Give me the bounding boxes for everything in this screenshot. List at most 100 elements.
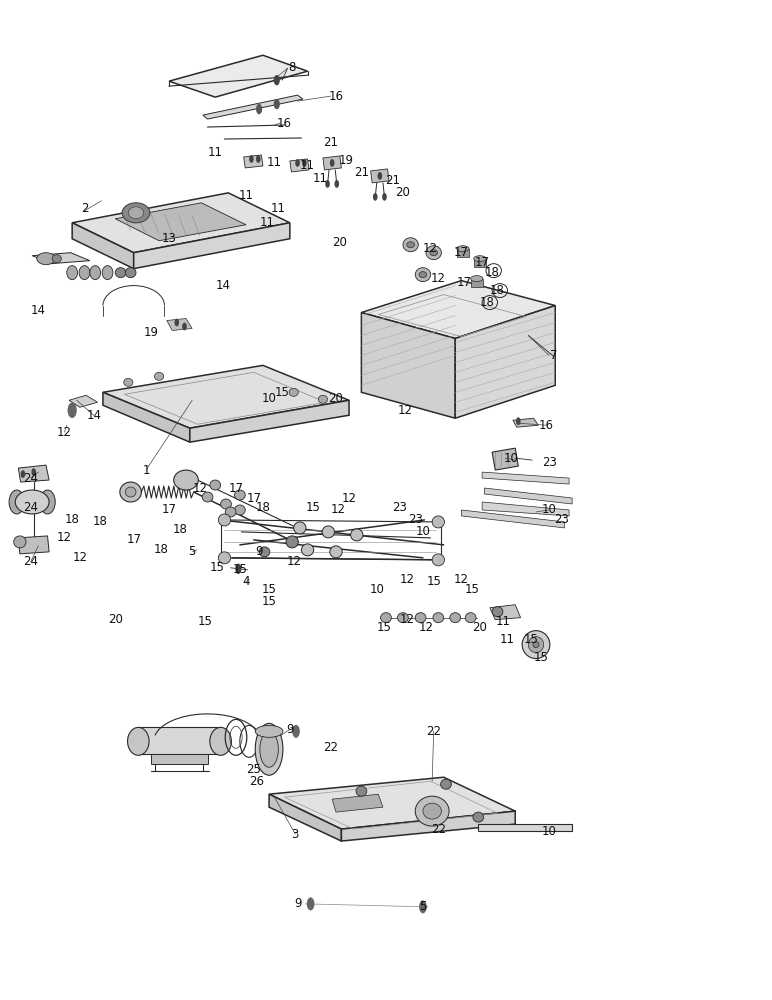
Ellipse shape xyxy=(419,900,427,913)
Ellipse shape xyxy=(522,631,550,659)
Text: 12: 12 xyxy=(73,551,87,564)
Text: 11: 11 xyxy=(271,202,286,215)
Ellipse shape xyxy=(415,613,426,623)
Text: 12: 12 xyxy=(57,426,72,439)
Text: 10: 10 xyxy=(415,525,430,538)
Polygon shape xyxy=(134,223,290,269)
Ellipse shape xyxy=(67,402,76,418)
Text: 12: 12 xyxy=(400,613,415,626)
Text: 15: 15 xyxy=(377,621,392,634)
Ellipse shape xyxy=(32,468,36,476)
Text: 11: 11 xyxy=(259,216,274,229)
Text: 9: 9 xyxy=(294,897,301,910)
Text: 24: 24 xyxy=(23,555,38,568)
Text: 25: 25 xyxy=(246,763,261,776)
Ellipse shape xyxy=(37,253,56,265)
Text: 11: 11 xyxy=(500,633,515,646)
Ellipse shape xyxy=(441,779,452,789)
Text: 20: 20 xyxy=(329,392,344,405)
Ellipse shape xyxy=(493,607,503,617)
Text: 18: 18 xyxy=(480,296,495,309)
Text: 21: 21 xyxy=(323,136,338,149)
Text: 2: 2 xyxy=(81,202,88,215)
Text: 12: 12 xyxy=(286,555,301,568)
Text: 11: 11 xyxy=(313,172,328,185)
Ellipse shape xyxy=(289,388,298,396)
Ellipse shape xyxy=(473,812,484,822)
Polygon shape xyxy=(493,448,518,470)
Ellipse shape xyxy=(259,547,270,557)
Ellipse shape xyxy=(334,180,339,188)
Polygon shape xyxy=(69,395,97,407)
Ellipse shape xyxy=(40,490,56,514)
Ellipse shape xyxy=(274,75,279,85)
Text: 26: 26 xyxy=(249,775,264,788)
Text: 15: 15 xyxy=(262,583,276,596)
Text: 22: 22 xyxy=(323,741,338,754)
Text: 11: 11 xyxy=(496,615,510,628)
Ellipse shape xyxy=(256,155,261,163)
Text: 15: 15 xyxy=(232,563,247,576)
Ellipse shape xyxy=(293,522,306,534)
Text: 20: 20 xyxy=(395,186,411,199)
Ellipse shape xyxy=(419,272,427,278)
Ellipse shape xyxy=(256,723,283,775)
Text: 19: 19 xyxy=(338,154,354,167)
Text: 12: 12 xyxy=(398,404,413,417)
Ellipse shape xyxy=(466,613,476,623)
Text: 10: 10 xyxy=(542,503,557,516)
Polygon shape xyxy=(19,536,49,554)
Text: 23: 23 xyxy=(554,513,569,526)
Polygon shape xyxy=(479,824,572,831)
Text: 19: 19 xyxy=(144,326,159,339)
Ellipse shape xyxy=(90,266,100,280)
Polygon shape xyxy=(269,794,341,841)
Ellipse shape xyxy=(9,490,25,514)
Ellipse shape xyxy=(127,727,149,755)
Text: 12: 12 xyxy=(418,621,434,634)
Text: 16: 16 xyxy=(277,117,292,130)
Polygon shape xyxy=(32,253,90,264)
Text: 10: 10 xyxy=(542,825,557,838)
Ellipse shape xyxy=(423,803,442,819)
Ellipse shape xyxy=(21,470,25,478)
Polygon shape xyxy=(474,259,486,267)
Text: 12: 12 xyxy=(431,272,445,285)
Ellipse shape xyxy=(256,725,283,737)
Text: 23: 23 xyxy=(542,456,557,469)
Ellipse shape xyxy=(415,796,449,826)
Polygon shape xyxy=(482,472,569,484)
Text: 23: 23 xyxy=(408,513,422,526)
Ellipse shape xyxy=(432,516,445,528)
Polygon shape xyxy=(332,794,383,812)
Ellipse shape xyxy=(125,268,136,278)
Polygon shape xyxy=(457,249,469,257)
Text: 18: 18 xyxy=(172,523,188,536)
Ellipse shape xyxy=(182,323,187,330)
Text: 18: 18 xyxy=(490,284,505,297)
Text: 22: 22 xyxy=(426,725,441,738)
Ellipse shape xyxy=(210,480,221,490)
Ellipse shape xyxy=(122,203,150,223)
Ellipse shape xyxy=(533,642,539,648)
Ellipse shape xyxy=(350,529,363,541)
Ellipse shape xyxy=(260,731,279,767)
Text: 11: 11 xyxy=(300,159,315,172)
Ellipse shape xyxy=(124,378,133,386)
Ellipse shape xyxy=(235,505,245,515)
Text: 17: 17 xyxy=(457,276,472,289)
Text: 17: 17 xyxy=(246,492,261,505)
Ellipse shape xyxy=(115,268,126,278)
Ellipse shape xyxy=(256,104,262,114)
Text: 15: 15 xyxy=(262,595,276,608)
Ellipse shape xyxy=(79,266,90,280)
Text: 17: 17 xyxy=(454,246,469,259)
Text: 20: 20 xyxy=(472,621,487,634)
Text: 11: 11 xyxy=(239,189,253,202)
Ellipse shape xyxy=(52,255,62,263)
Text: 12: 12 xyxy=(192,482,208,495)
Ellipse shape xyxy=(382,193,387,201)
Ellipse shape xyxy=(318,395,327,403)
Text: 16: 16 xyxy=(539,419,554,432)
Ellipse shape xyxy=(274,99,279,109)
